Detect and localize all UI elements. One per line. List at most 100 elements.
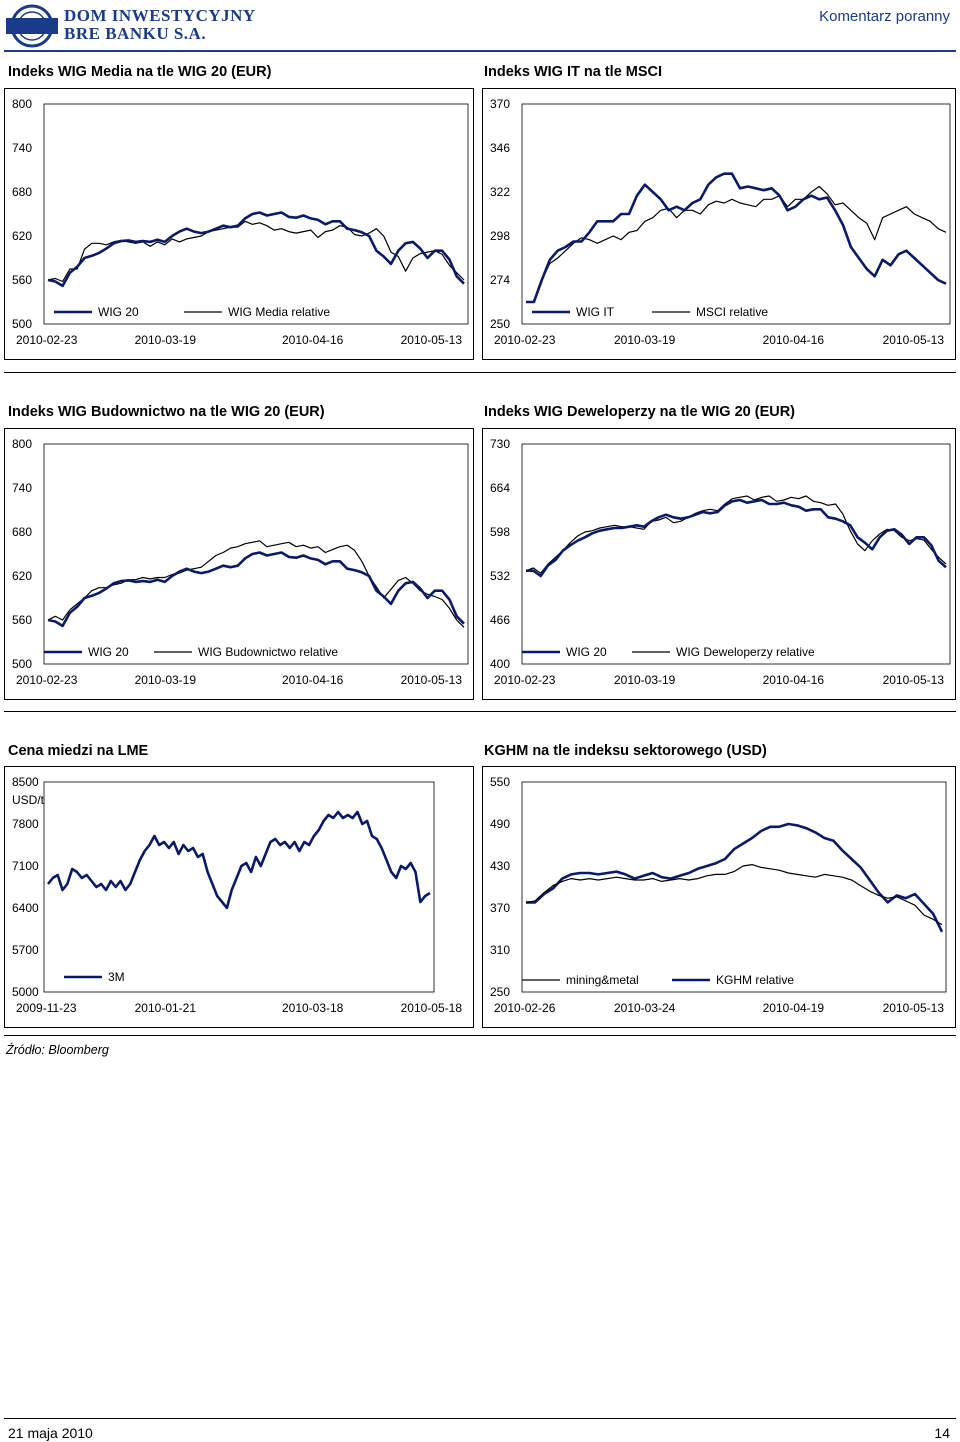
chart-wig-budownictwo: 800 740 680 620 560 500 2010-02-23 2010-03-19 20… (4, 428, 474, 700)
row-separator-2 (4, 711, 956, 712)
plot-area (43, 443, 469, 665)
chart-title-budownictwo: Indeks WIG Budownictwo na tle WIG 20 (EU… (8, 404, 325, 420)
y-tick-label: 620 (12, 229, 32, 243)
y-tick-label: 5700 (12, 943, 39, 957)
y-axis-unit: USD/t (12, 793, 45, 807)
plot-area (43, 781, 435, 993)
legend-label: WIG 20 (98, 305, 139, 319)
y-tick-label: 740 (12, 141, 32, 155)
brand-line-2: BRE BANKU S.A. (64, 24, 207, 43)
series-line (47, 551, 465, 628)
chart-svg: 370 346 322 298 274 250 2010-02-23 2010-03-19 20… (482, 88, 956, 360)
y-tick-label: 7100 (12, 859, 39, 873)
footer-date: 21 maja 2010 (8, 1425, 93, 1441)
y-tick-label: 560 (12, 613, 32, 627)
x-tick-label: 2010-03-18 (282, 1001, 344, 1015)
x-tick-label: 2010-02-23 (494, 673, 556, 687)
y-tick-label: 680 (12, 185, 32, 199)
chart-svg: 730 664 598 532 466 400 2010-02-23 2010-03-19 20… (482, 428, 956, 700)
legend-label: MSCI relative (696, 305, 768, 319)
y-tick-label: 250 (490, 317, 510, 331)
y-tick-label: 730 (490, 437, 510, 451)
x-tick-label: 2010-04-16 (763, 673, 825, 687)
chart-svg: 800 740 680 620 560 500 2010-02-23 2010-03-19 20… (4, 88, 474, 360)
chart-title-miedz: Cena miedzi na LME (8, 743, 149, 759)
legend-label: mining&metal (566, 973, 639, 987)
y-tick-label: 5000 (12, 985, 39, 999)
x-tick-label: 2010-03-24 (614, 1001, 676, 1015)
row-separator-3 (4, 1035, 956, 1036)
series-line (46, 810, 431, 910)
y-tick-label: 400 (490, 657, 510, 671)
x-tick-label: 2010-04-16 (282, 333, 344, 347)
x-tick-label: 2010-03-19 (614, 673, 676, 687)
header-divider (4, 50, 956, 52)
chart-wig-it: 370 346 322 298 274 250 2010-02-23 2010-03-19 20… (482, 88, 956, 360)
footer-divider (4, 1418, 956, 1419)
y-tick-label: 8500 (12, 775, 39, 789)
plot-area (521, 781, 947, 993)
x-tick-label: 2010-05-13 (883, 333, 945, 347)
plot-area (521, 103, 951, 325)
y-tick-label: 740 (12, 481, 32, 495)
y-tick-label: 560 (12, 273, 32, 287)
x-tick-label: 2010-04-16 (763, 333, 825, 347)
chart-svg: 550 490 430 370 310 250 2010-02-26 2010-03-24 20… (482, 766, 956, 1028)
x-tick-label: 2010-02-26 (494, 1001, 556, 1015)
legend-label: WIG 20 (566, 645, 607, 659)
series-line (526, 822, 944, 933)
y-tick-label: 620 (12, 569, 32, 583)
x-tick-label: 2010-02-23 (16, 673, 78, 687)
x-tick-label: 2010-05-13 (883, 673, 945, 687)
y-tick-label: 250 (490, 985, 510, 999)
x-tick-label: 2010-01-21 (135, 1001, 197, 1015)
page-number: 14 (934, 1425, 950, 1441)
y-tick-label: 370 (490, 901, 510, 915)
y-tick-label: 298 (490, 229, 510, 243)
legend-label: WIG IT (576, 305, 615, 319)
chart-copper-lme: 8500 7800 7100 6400 5700 5000 USD/t 2009-11-23 2… (4, 766, 474, 1028)
series-line (526, 185, 947, 303)
x-tick-label: 2010-02-23 (16, 333, 78, 347)
chart-title-it: Indeks WIG IT na tle MSCI (484, 64, 663, 80)
x-tick-label: 2010-04-16 (282, 673, 344, 687)
y-tick-label: 370 (490, 97, 510, 111)
plot-area (521, 443, 951, 665)
series-line (525, 495, 947, 574)
chart-frame (4, 428, 474, 700)
series-line (47, 211, 465, 288)
y-tick-label: 550 (490, 775, 510, 789)
x-tick-label: 2010-02-23 (494, 333, 556, 347)
chart-title-deweloperzy: Indeks WIG Deweloperzy na tle WIG 20 (EU… (484, 404, 796, 420)
y-tick-label: 598 (490, 525, 510, 539)
y-tick-label: 322 (490, 185, 510, 199)
x-tick-label: 2010-05-13 (401, 333, 463, 347)
legend-label: WIG 20 (88, 645, 129, 659)
legend-label: KGHM relative (716, 973, 794, 987)
y-tick-label: 500 (12, 657, 32, 671)
series-line (526, 498, 947, 578)
y-tick-label: 310 (490, 943, 510, 957)
chart-svg: 800 740 680 620 560 500 2010-02-23 2010-03-19 20… (4, 428, 474, 700)
y-tick-label: 664 (490, 481, 510, 495)
chart-title-kghm: KGHM na tle indeksu sektorowego (USD) (484, 743, 767, 759)
series-line (47, 220, 465, 283)
y-tick-label: 6400 (12, 901, 39, 915)
chart-kghm: 550 490 430 370 310 250 2010-02-26 2010-03-24 20… (482, 766, 956, 1028)
y-tick-label: 532 (490, 569, 510, 583)
x-tick-label: 2010-03-19 (135, 333, 197, 347)
y-tick-label: 430 (490, 859, 510, 873)
series-line (525, 863, 943, 926)
x-tick-label: 2010-05-13 (401, 673, 463, 687)
x-tick-label: 2010-05-13 (883, 1001, 945, 1015)
legend-label: WIG Budownictwo relative (198, 645, 338, 659)
y-tick-label: 7800 (12, 817, 39, 831)
y-tick-label: 800 (12, 437, 32, 451)
chart-svg: 8500 7800 7100 6400 5700 5000 USD/t 2009-11-23 2… (4, 766, 474, 1028)
legend-label: 3M (108, 970, 125, 984)
y-tick-label: 680 (12, 525, 32, 539)
chart-wig-deweloperzy: 730 664 598 532 466 400 2010-02-23 2010-03-19 20… (482, 428, 956, 700)
x-tick-label: 2010-04-19 (763, 1001, 825, 1015)
row-separator-1 (4, 372, 956, 373)
y-tick-label: 346 (490, 141, 510, 155)
